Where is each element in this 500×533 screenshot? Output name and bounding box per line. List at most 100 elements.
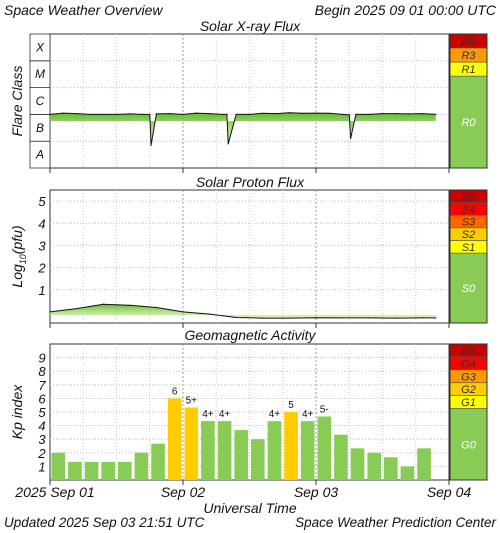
xray-data-point: [342, 113, 344, 115]
y-tick-label: 4: [38, 419, 45, 434]
xray-data-point: [408, 113, 410, 115]
scale-label-s3: S3: [462, 217, 476, 229]
scale-label-g0: G0: [461, 439, 477, 451]
y-tick-label: 3: [38, 432, 46, 447]
scale-column-frame-xray: [449, 33, 488, 169]
proton-data-point: [76, 307, 78, 310]
xray-data-point: [368, 113, 370, 115]
scale-block-g0: [449, 408, 488, 481]
xray-flux-fill: [50, 112, 436, 146]
page-title: Space Weather Overview: [4, 2, 163, 18]
scale-label-s1: S1: [462, 242, 475, 254]
x-tick-label: Sep 03: [294, 484, 339, 500]
kp-bar: [367, 452, 381, 480]
xray-data-point: [275, 112, 277, 115]
xray-data-point: [209, 112, 211, 115]
kp-bar: [68, 461, 82, 480]
scale-label-g4: G4: [461, 358, 476, 370]
y-tick-label: 2: [37, 261, 46, 276]
y-tick-label: 1: [38, 459, 45, 474]
proton-data-point: [182, 311, 184, 313]
kp-bar-label: 4+: [269, 409, 281, 420]
source-label: Space Weather Prediction Center: [295, 515, 496, 530]
xray-data-point: [227, 143, 229, 145]
xray-data-point: [62, 112, 64, 114]
kp-bar: [151, 443, 165, 480]
kp-bar-label: 5+: [186, 396, 198, 407]
y-tick-label: 3: [38, 238, 46, 253]
y-tick-label: 9: [38, 351, 45, 366]
xray-flux-line: [49, 112, 436, 146]
y-tick-label: C: [36, 94, 45, 108]
kp-bar-label: 6: [172, 386, 178, 397]
xray-data-point: [195, 112, 197, 114]
y-axis-label: Log10(pfu): [9, 225, 28, 287]
proton-data-point: [235, 316, 237, 319]
kp-bar: [217, 421, 232, 480]
xray-data-point: [435, 113, 437, 115]
kp-bar: [84, 461, 99, 480]
proton-data-point: [315, 317, 317, 319]
scale-label-r0: R0: [461, 117, 476, 129]
proton-data-point: [368, 317, 370, 319]
xray-data-point: [395, 112, 397, 115]
y-tick-box: [29, 33, 51, 62]
xray-data-point: [328, 112, 330, 114]
kp-bar-label: 4+: [302, 409, 314, 420]
xray-data-point: [129, 113, 131, 115]
xray-data-point: [169, 112, 171, 115]
scale-column-frame-geomagnetic: [449, 343, 488, 481]
x-axis-label: Universal Time: [203, 500, 296, 516]
proton-data-point: [155, 306, 157, 309]
y-tick-label: 5: [38, 194, 46, 209]
proton-data-point: [342, 317, 344, 319]
proton-data-point: [288, 317, 290, 319]
kp-bar-label: 4+: [219, 409, 231, 420]
xray-data-point: [182, 113, 184, 115]
y-tick-label: 2: [37, 446, 46, 461]
x-tick-label: Sep 04: [427, 484, 472, 500]
xray-data-point: [381, 112, 384, 115]
proton-data-point: [395, 317, 397, 319]
kp-bar: [400, 466, 415, 480]
proton-data-point: [102, 303, 104, 305]
scale-label-g5: G5: [461, 345, 477, 357]
scale-label-r5: R5: [461, 36, 476, 48]
xray-data-point: [150, 144, 152, 146]
y-axis-label: Flare Class: [9, 66, 25, 137]
geomagnetic-panel-title: Geomagnetic Activity: [184, 327, 316, 343]
scale-label-s2: S2: [462, 229, 475, 241]
kp-bar-label: 4+: [202, 409, 214, 420]
y-tick-label: 1: [38, 283, 45, 298]
kp-bar: [101, 461, 115, 480]
proton-data-point: [421, 317, 423, 319]
kp-bar-label: 5: [288, 400, 294, 411]
xray-data-point: [89, 113, 91, 115]
proton-data-point: [435, 317, 437, 319]
y-tick-label: B: [36, 121, 44, 135]
proton-data-point: [262, 317, 264, 319]
y-tick-label: 4: [38, 216, 45, 231]
xray-data-point: [349, 137, 352, 140]
proton-data-point: [49, 311, 51, 313]
proton-flux-line: [49, 303, 436, 319]
y-tick-label: 6: [38, 391, 46, 406]
xray-data-point: [421, 112, 423, 115]
kp-bar: [284, 412, 298, 480]
kp-bar: [334, 434, 348, 480]
kp-bar: [350, 448, 365, 480]
kp-bar: [184, 407, 199, 480]
y-tick-label: X: [35, 40, 45, 54]
xray-data-point: [76, 112, 78, 115]
kp-bar: [167, 398, 182, 480]
scale-label-r1: R1: [461, 64, 475, 76]
proton-flux-fill: [50, 304, 436, 319]
xray-data-point: [142, 113, 144, 115]
updated-timestamp: Updated 2025 Sep 03 21:51 UTC: [4, 515, 205, 530]
xray-data-point: [302, 112, 304, 114]
kp-bar: [317, 416, 332, 480]
xray-data-point: [155, 113, 157, 115]
kp-bar: [134, 452, 149, 480]
scale-label-s0: S0: [462, 283, 476, 295]
